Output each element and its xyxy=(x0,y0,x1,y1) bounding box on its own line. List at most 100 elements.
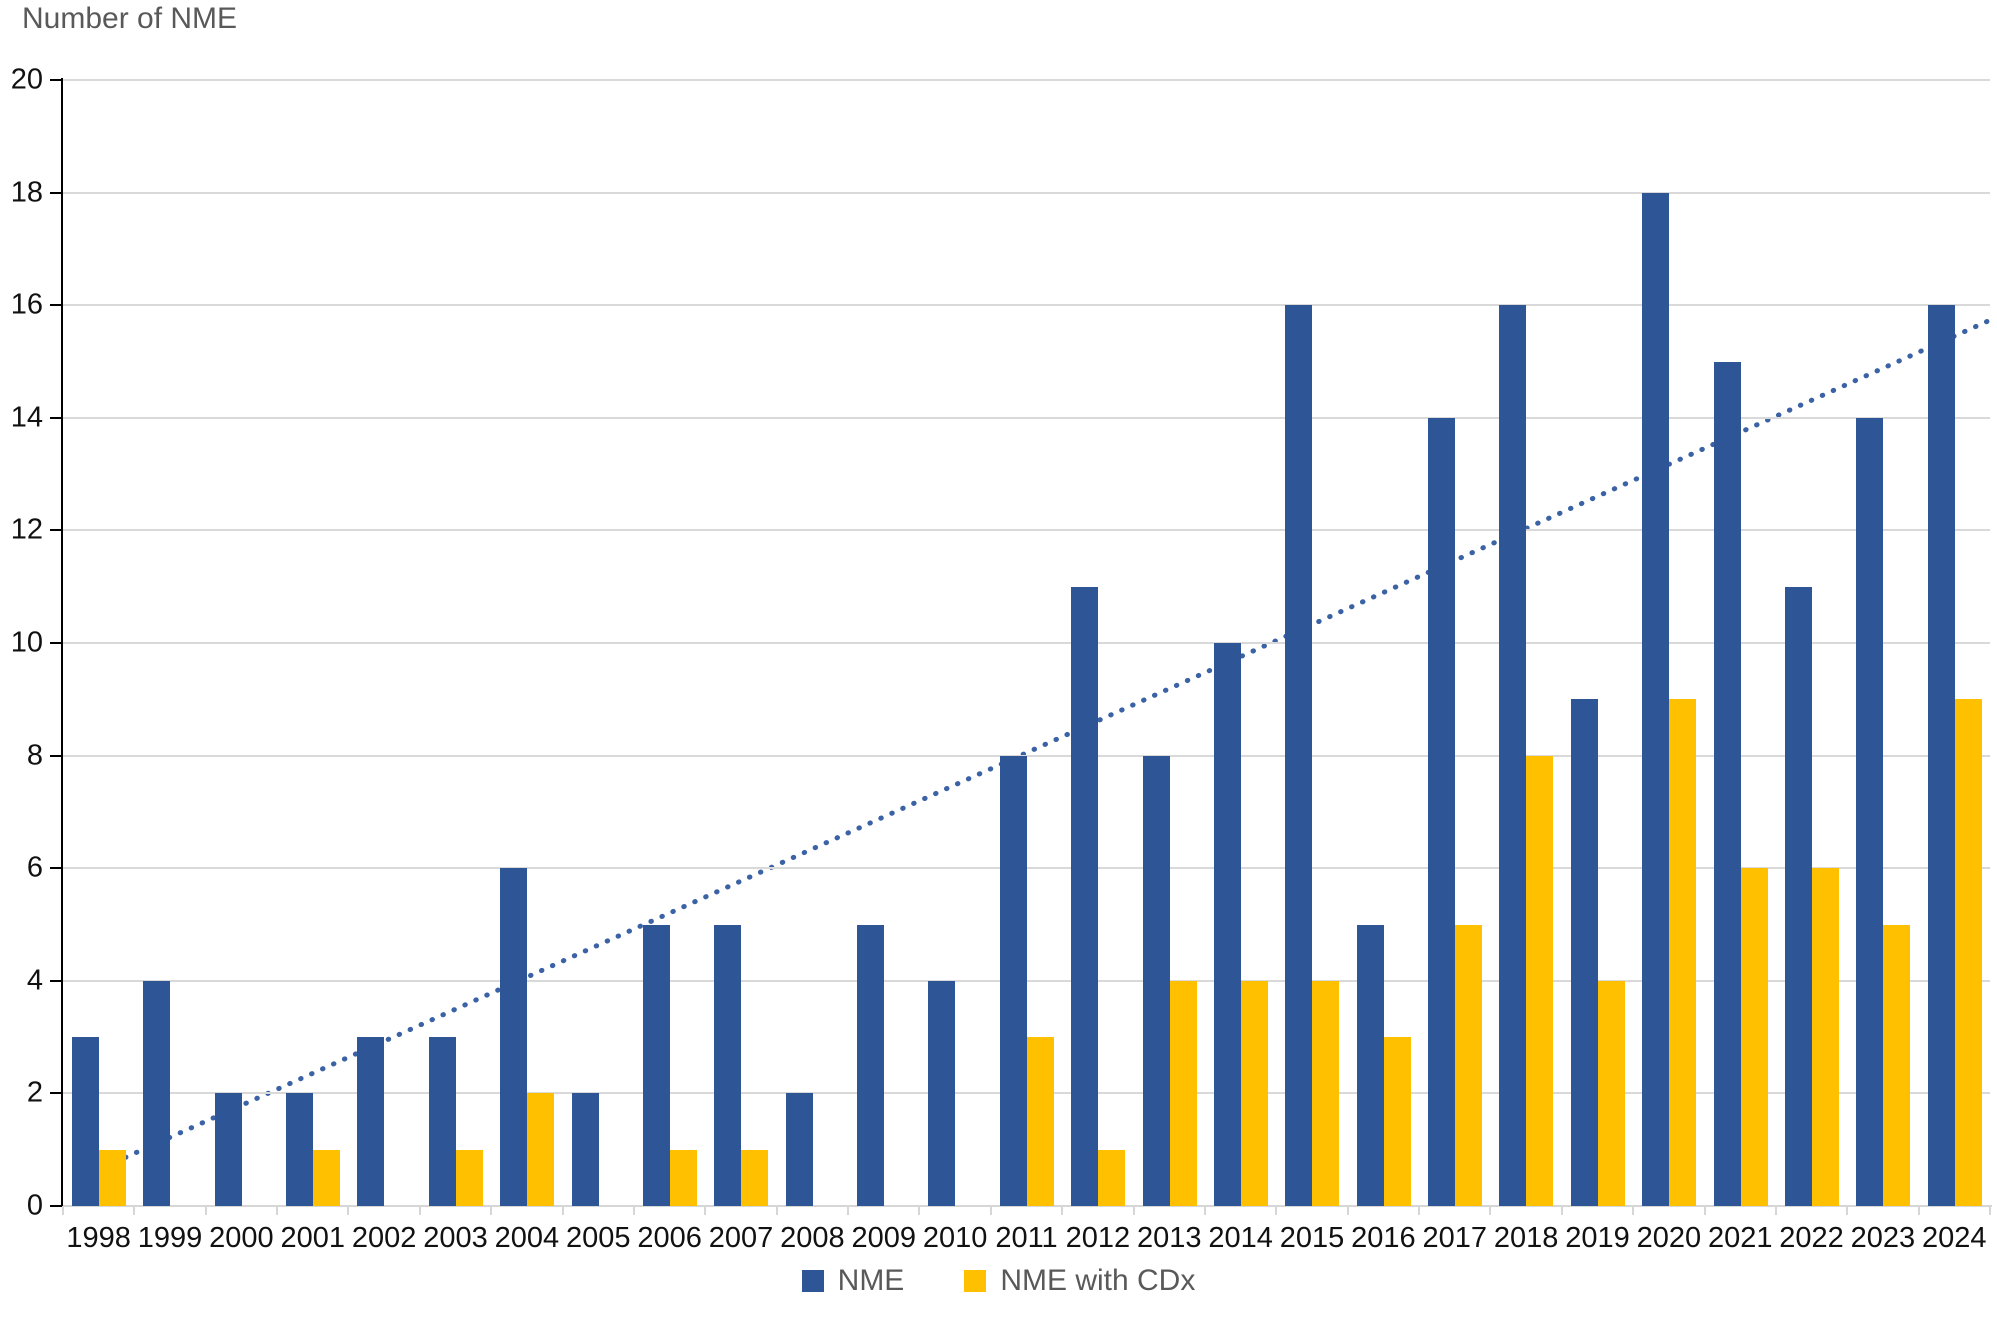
bar-nme-2012 xyxy=(1071,586,1099,1206)
bar-nme-2013 xyxy=(1142,755,1170,1206)
bar-cdx-2014 xyxy=(1240,980,1268,1206)
gridline-18 xyxy=(63,191,1990,194)
bar-cdx-1998 xyxy=(99,1149,126,1206)
bar-nme-2007 xyxy=(714,924,742,1206)
x-axis-tick-7 xyxy=(561,1206,564,1215)
bar-cdx-2013 xyxy=(1169,980,1197,1206)
legend-swatch-nme-with-cdx xyxy=(964,1270,987,1292)
x-axis-label-2018: 2018 xyxy=(1493,1222,1559,1254)
legend-label-nme: NME xyxy=(837,1264,905,1297)
bar-cdx-2016 xyxy=(1383,1037,1411,1206)
y-axis-label-10: 10 xyxy=(10,626,43,659)
x-axis-tick-23 xyxy=(1703,1206,1706,1215)
x-axis-tick-1 xyxy=(133,1206,136,1215)
legend-swatch-nme xyxy=(801,1270,824,1292)
x-axis-tick-10 xyxy=(775,1206,778,1215)
x-axis-tick-6 xyxy=(490,1206,493,1215)
x-axis-label-2014: 2014 xyxy=(1208,1222,1273,1254)
chart-title: Number of NME xyxy=(22,2,238,35)
x-axis-tick-18 xyxy=(1346,1206,1349,1215)
bar-nme-1998 xyxy=(72,1037,99,1206)
x-axis-tick-17 xyxy=(1275,1206,1278,1215)
y-axis-tick-2 xyxy=(50,1092,63,1095)
x-axis-tick-14 xyxy=(1061,1206,1064,1215)
bar-nme-2006 xyxy=(642,924,670,1206)
bar-nme-2020 xyxy=(1642,192,1670,1206)
y-axis-tick-20 xyxy=(50,79,63,81)
x-axis-tick-16 xyxy=(1203,1206,1206,1215)
x-axis-label-2003: 2003 xyxy=(423,1222,488,1254)
y-axis-tick-4 xyxy=(50,979,63,982)
x-axis-tick-4 xyxy=(347,1206,350,1215)
bar-nme-2009 xyxy=(857,924,885,1206)
x-axis-label-1998: 1998 xyxy=(66,1222,131,1254)
bar-cdx-2004 xyxy=(527,1093,555,1206)
x-axis-label-2005: 2005 xyxy=(566,1222,631,1254)
x-axis-tick-20 xyxy=(1489,1206,1492,1215)
bar-cdx-2017 xyxy=(1455,924,1483,1206)
bar-nme-1999 xyxy=(143,980,171,1206)
gridline-14 xyxy=(63,416,1990,419)
bar-cdx-2021 xyxy=(1740,868,1768,1206)
y-axis-tick-10 xyxy=(50,642,63,644)
bar-cdx-2003 xyxy=(455,1149,483,1206)
x-axis-label-2000: 2000 xyxy=(209,1222,274,1254)
bar-nme-2021 xyxy=(1713,361,1741,1206)
y-axis-label-8: 8 xyxy=(26,739,43,772)
y-axis-line xyxy=(61,78,63,1206)
x-axis-label-2008: 2008 xyxy=(780,1222,845,1254)
bar-nme-2022 xyxy=(1784,586,1812,1206)
bar-nme-2010 xyxy=(928,980,956,1206)
x-axis-tick-21 xyxy=(1560,1206,1563,1215)
y-axis-label-18: 18 xyxy=(10,176,43,209)
bar-nme-2011 xyxy=(999,755,1027,1206)
bar-cdx-2022 xyxy=(1811,868,1839,1206)
y-axis-label-14: 14 xyxy=(10,401,43,434)
bar-cdx-2012 xyxy=(1098,1149,1126,1206)
bar-nme-2000 xyxy=(214,1093,242,1206)
y-axis-label-12: 12 xyxy=(10,513,43,546)
bar-nme-2018 xyxy=(1499,305,1527,1206)
bar-nme-2001 xyxy=(286,1093,314,1206)
x-axis-tick-19 xyxy=(1418,1206,1421,1215)
x-axis-tick-22 xyxy=(1632,1206,1635,1215)
y-axis-tick-6 xyxy=(50,867,63,870)
legend: NME NME with CDx xyxy=(0,1264,1997,1298)
bar-nme-2004 xyxy=(500,868,528,1206)
y-axis-label-16: 16 xyxy=(10,288,43,321)
bar-nme-2016 xyxy=(1356,924,1384,1206)
bar-cdx-2011 xyxy=(1026,1037,1054,1206)
x-axis-label-2023: 2023 xyxy=(1850,1222,1916,1254)
x-axis-label-1999: 1999 xyxy=(137,1222,203,1254)
x-axis-tick-24 xyxy=(1774,1206,1777,1215)
bar-cdx-2006 xyxy=(669,1149,697,1206)
bar-nme-2019 xyxy=(1570,699,1598,1206)
bar-nme-2008 xyxy=(785,1093,813,1206)
y-axis-tick-12 xyxy=(50,529,63,532)
bar-nme-2003 xyxy=(428,1037,456,1206)
x-axis-label-2009: 2009 xyxy=(851,1222,916,1254)
bar-nme-2024 xyxy=(1927,305,1955,1206)
bar-cdx-2020 xyxy=(1669,699,1697,1206)
x-axis-tick-15 xyxy=(1132,1206,1135,1215)
bar-nme-2005 xyxy=(571,1093,599,1206)
y-axis-tick-16 xyxy=(50,304,63,307)
x-axis-tick-27 xyxy=(1989,1206,1991,1215)
y-axis-label-20: 20 xyxy=(10,63,43,96)
x-axis-tick-0 xyxy=(62,1206,64,1215)
x-axis-label-2001: 2001 xyxy=(280,1222,346,1254)
y-axis-tick-18 xyxy=(50,191,63,194)
x-axis-tick-3 xyxy=(276,1206,279,1215)
gridline-16 xyxy=(63,304,1990,307)
x-axis-label-2024: 2024 xyxy=(1922,1222,1987,1254)
x-axis-label-2019: 2019 xyxy=(1565,1222,1630,1254)
legend-item-nme-with-cdx: NME with CDx xyxy=(964,1264,1195,1298)
bar-nme-2002 xyxy=(357,1037,385,1206)
x-axis-tick-9 xyxy=(704,1206,707,1215)
x-axis-label-2017: 2017 xyxy=(1422,1222,1487,1254)
bar-cdx-2024 xyxy=(1954,699,1982,1206)
y-axis-tick-0 xyxy=(50,1205,63,1207)
bar-cdx-2001 xyxy=(313,1149,341,1206)
bar-nme-2023 xyxy=(1856,417,1884,1206)
gridline-10 xyxy=(63,642,1990,644)
